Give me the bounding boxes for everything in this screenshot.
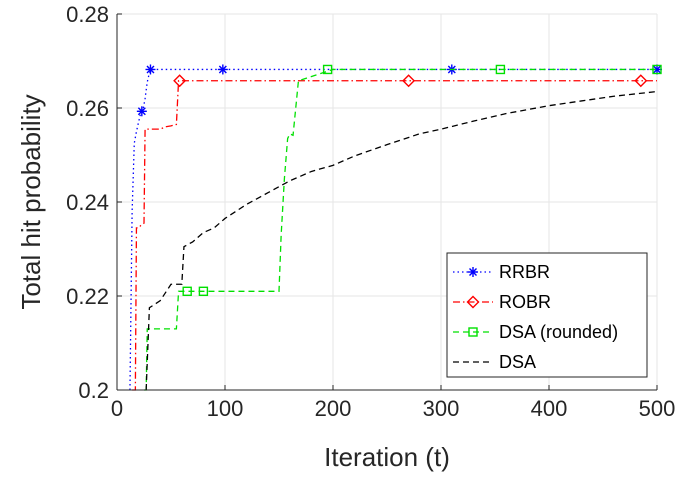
legend-label: ROBR bbox=[499, 292, 551, 312]
y-tick-label: 0.24 bbox=[66, 190, 109, 215]
x-tick-label: 400 bbox=[531, 396, 568, 421]
data-point bbox=[173, 74, 187, 88]
y-tick-label: 0.26 bbox=[66, 96, 109, 121]
data-point bbox=[182, 286, 192, 296]
data-point bbox=[466, 295, 480, 309]
data-point bbox=[634, 74, 648, 88]
legend-entry: DSA (rounded) bbox=[453, 322, 618, 342]
data-point bbox=[198, 286, 209, 296]
tick-labels: 0 100 200 300 400 500 0.2 0.22 0.24 0.26 0.28 bbox=[66, 2, 675, 421]
series-dsa-rounded bbox=[144, 64, 662, 391]
legend-label: DSA bbox=[499, 352, 536, 372]
series-line bbox=[145, 90, 658, 391]
series-line bbox=[144, 68, 657, 391]
legend: RRBR ROBR DSA (rounded) DSA bbox=[446, 252, 648, 378]
x-tick-label: 0 bbox=[111, 396, 123, 421]
y-tick-label: 0.28 bbox=[66, 2, 109, 27]
legend-entry: ROBR bbox=[453, 292, 551, 312]
legend-label: DSA (rounded) bbox=[499, 322, 618, 342]
legend-label: RRBR bbox=[499, 262, 550, 282]
series-dsa bbox=[145, 90, 658, 391]
series-layer bbox=[129, 64, 662, 391]
x-tick-label: 500 bbox=[639, 396, 676, 421]
data-point bbox=[322, 64, 333, 75]
data-point bbox=[217, 64, 228, 75]
legend-entry: RRBR bbox=[453, 262, 550, 282]
series-robr bbox=[132, 74, 657, 391]
legend-entry: DSA bbox=[453, 352, 536, 372]
data-point bbox=[495, 64, 506, 75]
x-tick-label: 200 bbox=[315, 396, 352, 421]
x-tick-label: 300 bbox=[423, 396, 460, 421]
y-tick-label: 0.22 bbox=[66, 284, 109, 309]
y-tick-label: 0.2 bbox=[78, 378, 109, 403]
data-point bbox=[468, 327, 478, 337]
x-tick-label: 100 bbox=[207, 396, 244, 421]
grid bbox=[116, 13, 658, 391]
data-point bbox=[136, 106, 147, 117]
x-axis-title: Iteration (t) bbox=[324, 442, 450, 472]
data-point bbox=[145, 64, 156, 75]
series-line bbox=[132, 80, 657, 391]
data-point bbox=[468, 267, 478, 277]
y-axis-title: Total hit probability bbox=[16, 94, 46, 309]
series-line bbox=[129, 68, 657, 391]
data-point bbox=[402, 74, 416, 88]
legend-box bbox=[446, 252, 648, 378]
data-point bbox=[652, 64, 662, 75]
axes bbox=[116, 13, 658, 391]
